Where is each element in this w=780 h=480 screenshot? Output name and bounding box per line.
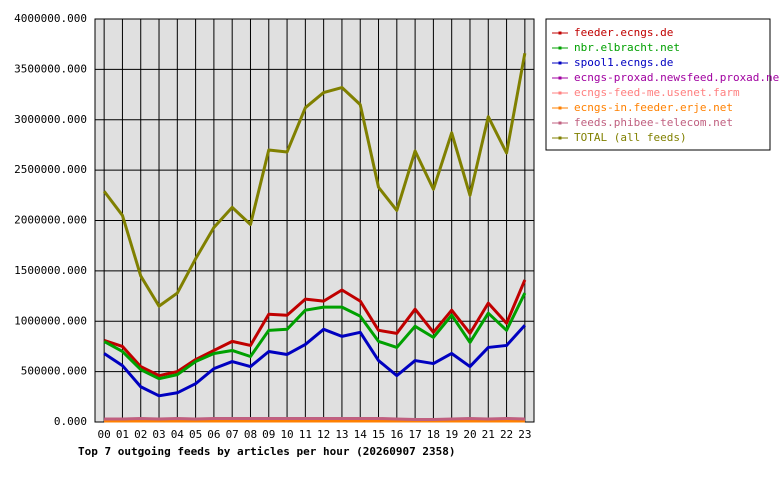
legend-marker (558, 31, 562, 35)
legend-marker (558, 91, 562, 95)
x-tick-label: 15 (372, 428, 385, 441)
x-tick-label: 22 (500, 428, 513, 441)
x-tick-label: 08 (244, 428, 257, 441)
x-tick-label: 16 (390, 428, 403, 441)
y-tick-label: 3000000.000 (14, 113, 87, 126)
x-tick-label: 07 (226, 428, 239, 441)
legend-label: feeder.ecngs.de (574, 26, 673, 39)
legend-label: feeds.phibee-telecom.net (574, 116, 733, 129)
legend-label: ecngs-feed-me.usenet.farm (574, 86, 740, 99)
x-tick-label: 21 (482, 428, 495, 441)
legend-marker (558, 121, 562, 125)
legend-marker (558, 76, 562, 80)
legend-label: spool1.ecngs.de (574, 56, 673, 69)
series-line (103, 292, 527, 381)
x-tick-label: 14 (354, 428, 368, 441)
x-tick-label: 02 (134, 428, 147, 441)
x-tick-label: 17 (408, 428, 421, 441)
legend-label: nbr.elbracht.net (574, 41, 680, 54)
legend-marker (558, 106, 562, 110)
series-line (102, 52, 527, 308)
legend (545, 18, 771, 151)
x-tick-label: 06 (207, 428, 220, 441)
x-tick-label: 19 (445, 428, 458, 441)
y-tick-label: 3500000.000 (14, 62, 87, 75)
x-tick-label: 23 (518, 428, 531, 441)
x-tick-label: 10 (280, 428, 293, 441)
legend-marker (558, 61, 562, 65)
y-tick-label: 2000000.000 (14, 214, 87, 227)
legend-marker (558, 46, 562, 50)
y-tick-label: 2500000.000 (14, 163, 87, 176)
legend-label: ecngs-in.feeder.erje.net (574, 101, 733, 114)
y-tick-label: 0.000 (54, 415, 87, 428)
x-tick-label: 20 (463, 428, 476, 441)
x-tick-label: 00 (98, 428, 111, 441)
y-tick-label: 500000.000 (21, 365, 87, 378)
series-line (103, 324, 526, 398)
x-tick-label: 03 (152, 428, 165, 441)
x-tick-label: 12 (317, 428, 330, 441)
series-line (104, 416, 525, 421)
y-tick-label: 4000000.000 (14, 12, 87, 25)
y-tick-label: 1000000.000 (14, 314, 87, 327)
y-tick-label: 1500000.000 (14, 264, 87, 277)
x-tick-label: 18 (427, 428, 440, 441)
x-tick-label: 11 (299, 428, 312, 441)
x-tick-label: 01 (116, 428, 129, 441)
legend-label: ecngs-proxad.newsfeed.proxad.net (574, 71, 780, 84)
x-tick-label: 09 (262, 428, 275, 441)
x-tick-label: 04 (171, 428, 185, 441)
chart-title: Top 7 outgoing feeds by articles per hou… (78, 445, 456, 458)
x-tick-label: 13 (335, 428, 348, 441)
x-tick-label: 05 (189, 428, 202, 441)
legend-marker (558, 136, 562, 140)
legend-label: TOTAL (all feeds) (574, 131, 687, 144)
series-line (103, 279, 527, 378)
